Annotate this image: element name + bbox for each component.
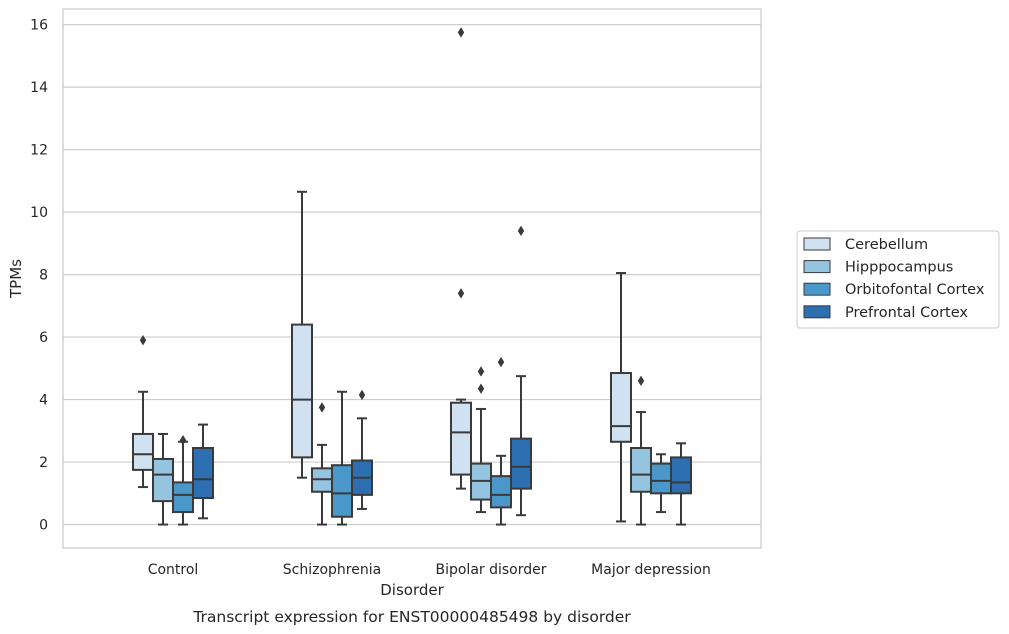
box-1-0 [291, 190, 313, 479]
legend: Cerebellum Hipppocampus Orbitofontal Corte… [796, 230, 1000, 329]
outlier-point [358, 389, 366, 401]
outlier-point [457, 288, 465, 299]
box-body [490, 475, 512, 509]
box-0-1 [152, 432, 174, 526]
box-body [331, 464, 353, 518]
box-1-2 [331, 390, 353, 526]
outlier-point [318, 402, 326, 413]
box-3-3 [670, 442, 692, 526]
y-axis-label: TPMs [7, 259, 25, 299]
legend-swatch [803, 237, 831, 251]
box-2-1 [470, 366, 492, 514]
box-body [650, 462, 672, 495]
box-body [630, 447, 652, 493]
y-tick-label: 2 [39, 455, 48, 471]
plot-area-frame [62, 8, 762, 549]
legend-swatch [803, 305, 831, 319]
y-tick-label: 16 [30, 18, 48, 34]
box-0-0 [132, 335, 154, 489]
legend-swatch [803, 260, 831, 274]
box-2-0 [450, 27, 472, 490]
y-tick-label: 12 [30, 143, 48, 159]
outlier-point [637, 375, 645, 387]
outlier-point [477, 366, 485, 377]
grid-lines [63, 24, 761, 526]
x-tick-labels: Control Schizophrenia Bipolar disorder Majo… [148, 562, 711, 578]
box-body [152, 457, 174, 503]
x-tick-label: Major depression [591, 562, 711, 578]
box-1-3 [351, 389, 373, 510]
box-body [610, 372, 632, 443]
box-3-0 [610, 272, 632, 523]
outlier-point [497, 356, 505, 368]
chart-caption: Transcript expression for ENST0000048549… [192, 608, 631, 626]
legend-swatch [803, 282, 831, 296]
box-3-1 [630, 375, 652, 526]
box-body [670, 456, 692, 495]
box-0-3 [192, 423, 214, 520]
box-2-2 [490, 356, 512, 526]
legend-items: Cerebellum Hipppocampus Orbitofontal Corte… [803, 237, 985, 321]
outlier-point [179, 435, 187, 446]
y-tick-label: 0 [39, 518, 48, 534]
x-tick-label: Schizophrenia [283, 562, 381, 578]
legend-label: Prefrontal Cortex [845, 305, 968, 321]
box-body [450, 401, 472, 476]
outlier-point [477, 383, 485, 394]
legend-label: Hipppocampus [845, 260, 953, 276]
y-tick-label: 10 [30, 205, 48, 221]
box-groups [132, 27, 692, 526]
box-body [132, 432, 154, 471]
x-tick-label: Control [148, 562, 199, 578]
legend-label: Cerebellum [845, 237, 928, 253]
outlier-point [517, 225, 525, 237]
box-0-2 [172, 435, 194, 526]
box-body [291, 323, 313, 459]
legend-label: Orbitofontal Cortex [845, 282, 985, 298]
box-2-3 [510, 225, 532, 517]
box-body [172, 481, 194, 514]
y-tick-label: 14 [30, 80, 48, 96]
y-tick-label: 6 [39, 330, 48, 346]
x-axis-label: Disorder [380, 581, 444, 599]
y-tick-label: 4 [39, 393, 48, 409]
box-3-2 [650, 453, 672, 514]
box-body [192, 447, 214, 500]
legend-frame [796, 230, 1000, 329]
y-tick-labels: 0 2 4 6 8 10 12 14 16 [30, 18, 48, 534]
box-1-1 [311, 402, 333, 526]
y-tick-label: 8 [39, 268, 48, 284]
x-tick-label: Bipolar disorder [435, 562, 546, 578]
box-body [510, 437, 532, 490]
outlier-point [139, 335, 147, 346]
outlier-point [457, 27, 465, 38]
